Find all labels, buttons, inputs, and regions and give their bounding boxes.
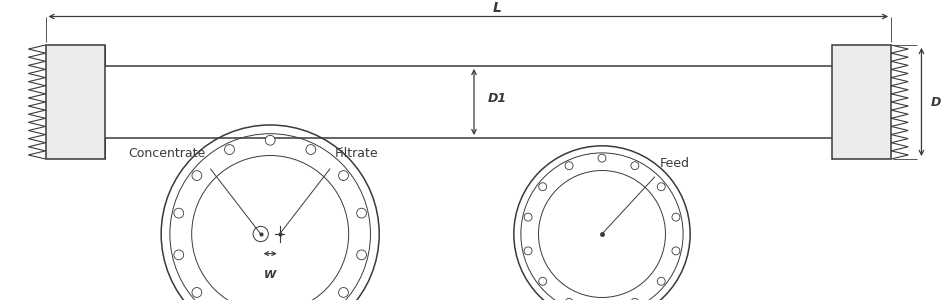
- Text: Filtrate: Filtrate: [335, 147, 378, 160]
- Ellipse shape: [225, 145, 234, 154]
- Ellipse shape: [306, 145, 316, 154]
- Text: Concentrate: Concentrate: [128, 147, 206, 160]
- Ellipse shape: [265, 135, 275, 145]
- Ellipse shape: [356, 208, 367, 218]
- Ellipse shape: [338, 288, 348, 297]
- Text: Feed: Feed: [660, 157, 689, 169]
- Text: W: W: [264, 270, 276, 280]
- Text: D1: D1: [488, 92, 507, 106]
- Ellipse shape: [672, 247, 680, 255]
- Ellipse shape: [524, 247, 532, 255]
- Ellipse shape: [538, 183, 547, 191]
- Ellipse shape: [672, 213, 680, 221]
- Ellipse shape: [524, 213, 532, 221]
- Ellipse shape: [565, 298, 573, 300]
- Bar: [46, 45, 105, 159]
- Ellipse shape: [631, 298, 639, 300]
- Ellipse shape: [173, 250, 184, 260]
- Ellipse shape: [598, 154, 606, 162]
- Ellipse shape: [657, 183, 665, 191]
- Ellipse shape: [192, 288, 202, 297]
- Ellipse shape: [338, 171, 348, 180]
- Ellipse shape: [565, 162, 573, 170]
- Bar: [832, 45, 891, 159]
- Text: D: D: [931, 95, 941, 109]
- Ellipse shape: [356, 250, 367, 260]
- Ellipse shape: [538, 277, 547, 285]
- Ellipse shape: [192, 171, 202, 180]
- Text: L: L: [492, 1, 501, 15]
- Ellipse shape: [631, 162, 639, 170]
- Ellipse shape: [657, 277, 665, 285]
- Ellipse shape: [173, 208, 184, 218]
